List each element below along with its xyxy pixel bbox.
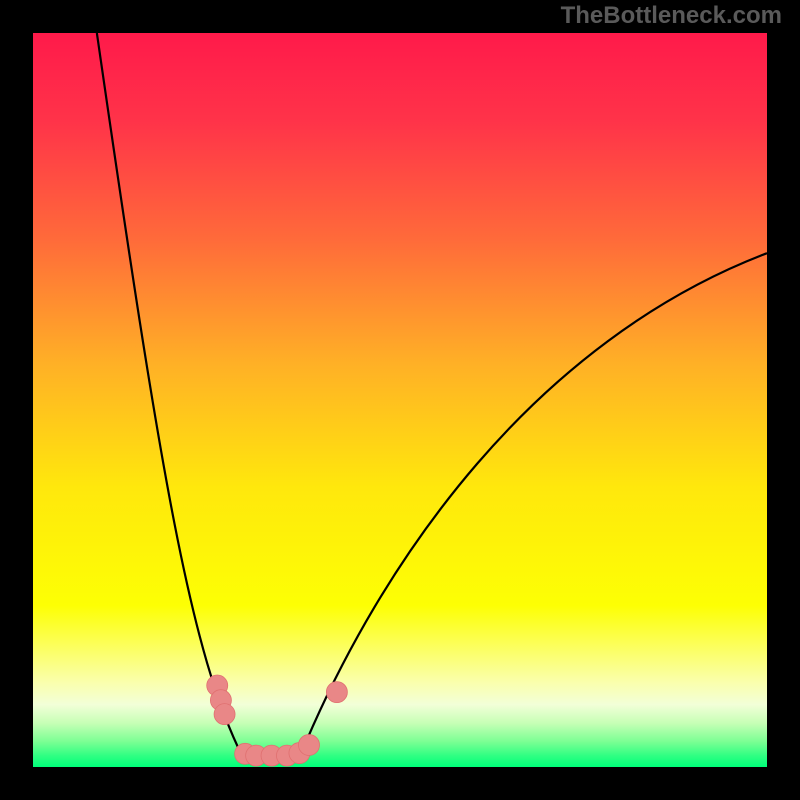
bottleneck-chart bbox=[0, 0, 800, 800]
watermark-text: TheBottleneck.com bbox=[561, 2, 782, 30]
plot-background bbox=[33, 33, 767, 767]
data-marker bbox=[298, 734, 319, 755]
data-marker bbox=[214, 704, 235, 725]
chart-frame: TheBottleneck.com bbox=[0, 0, 800, 800]
data-marker bbox=[326, 682, 347, 703]
